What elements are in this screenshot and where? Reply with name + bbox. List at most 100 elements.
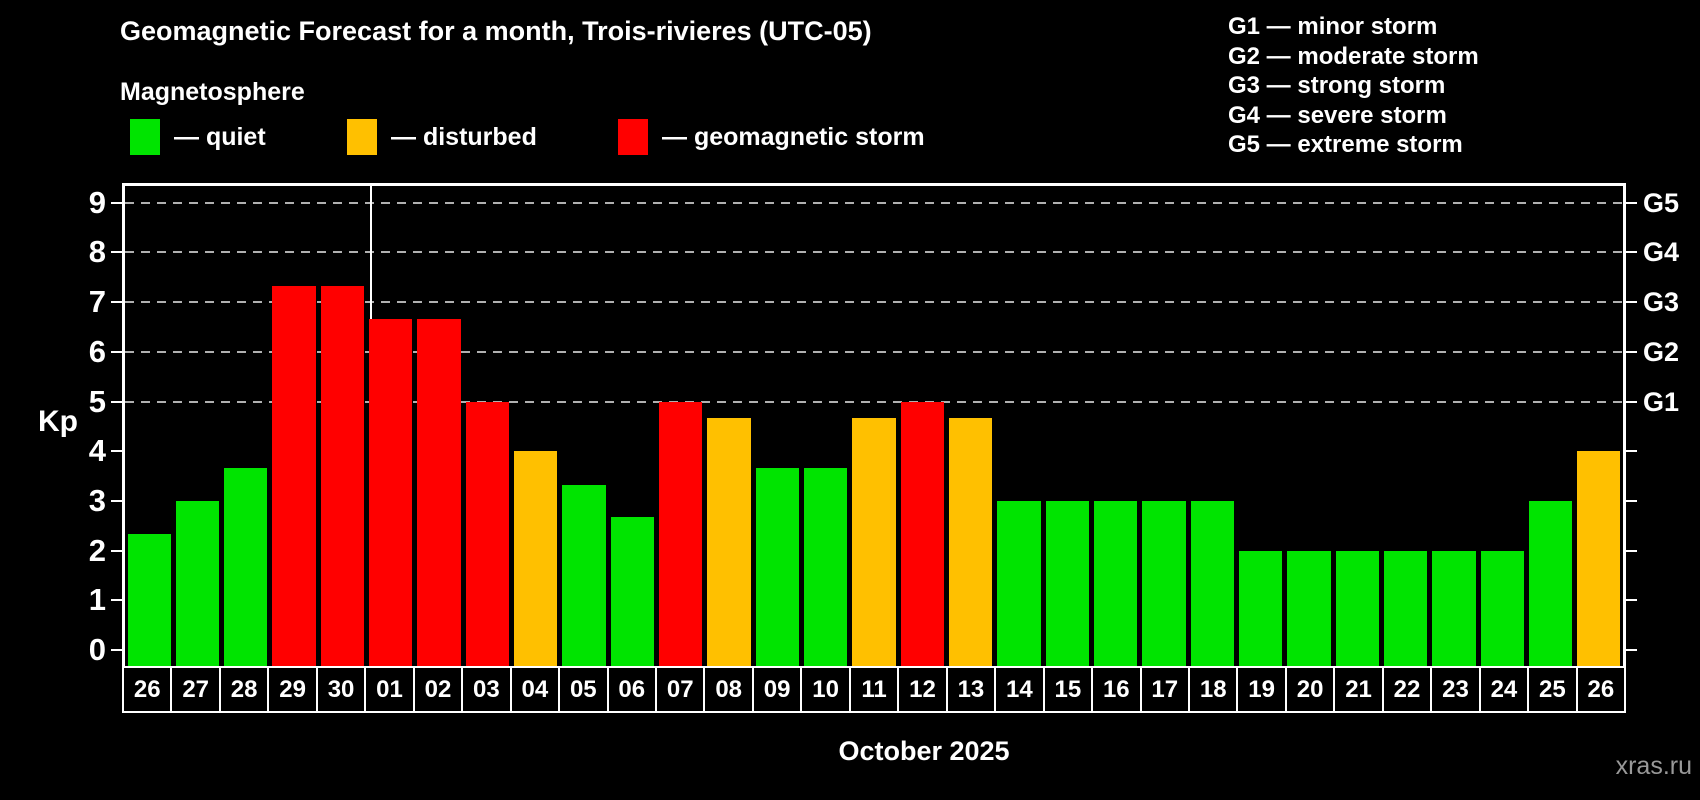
right-axis-tick bbox=[1626, 450, 1637, 453]
legend-label-quiet: — quiet bbox=[174, 122, 266, 151]
day-label-cell: 25 bbox=[1529, 668, 1578, 711]
day-label-cell: 07 bbox=[657, 668, 706, 711]
day-label-cell: 14 bbox=[996, 668, 1045, 711]
y-tick-label: 4 bbox=[88, 433, 106, 469]
gridline bbox=[125, 301, 1623, 304]
bar-day-13 bbox=[948, 417, 993, 666]
g-level-label-g4: G4 bbox=[1643, 237, 1680, 268]
y-tick-label: 6 bbox=[88, 333, 106, 369]
day-label-cell: 26 bbox=[1587, 676, 1615, 703]
day-label-cell: 24 bbox=[1481, 668, 1530, 711]
bar-day-27 bbox=[175, 500, 220, 666]
bar-day-05 bbox=[562, 484, 606, 666]
bar-day-03 bbox=[465, 401, 510, 666]
y-axis-tick bbox=[111, 400, 122, 403]
y-axis-tick bbox=[111, 450, 122, 453]
plot-inner bbox=[125, 186, 1623, 666]
day-label-cell: 08 bbox=[705, 668, 754, 711]
y-tick-label: 1 bbox=[88, 582, 106, 618]
g-scale-legend-item: G4 — severe storm bbox=[1228, 101, 1447, 129]
page-title: Geomagnetic Forecast for a month, Trois-… bbox=[120, 16, 872, 46]
quiet-color-swatch bbox=[130, 119, 160, 155]
right-axis-tick bbox=[1626, 649, 1637, 651]
legend-item-storm: — geomagnetic storm bbox=[618, 118, 925, 156]
day-label-cell: 15 bbox=[1045, 668, 1094, 711]
day-label-cell: 05 bbox=[560, 668, 609, 711]
bar-day-23 bbox=[1432, 550, 1476, 666]
bar-day-30 bbox=[320, 285, 365, 666]
y-tick-label: 5 bbox=[88, 383, 106, 419]
bar-day-26 bbox=[127, 534, 171, 666]
gridline bbox=[125, 201, 1623, 204]
right-axis: G1 G2 G3 G4 G5 bbox=[1626, 183, 1700, 673]
g-scale-legend-item: G3 — strong storm bbox=[1228, 72, 1446, 99]
g-level-label-g2: G2 bbox=[1643, 336, 1680, 367]
bar-day-28 bbox=[224, 467, 268, 666]
bar-day-09 bbox=[755, 467, 799, 666]
y-tick-label: 3 bbox=[88, 482, 106, 518]
y-axis-tick bbox=[111, 599, 122, 602]
y-axis-tick bbox=[111, 499, 122, 502]
chart-subtitle: Magnetosphere bbox=[120, 78, 305, 106]
g-level-label-g1: G1 bbox=[1643, 386, 1680, 417]
bar-day-04 bbox=[514, 451, 558, 666]
legend-item-disturbed: — disturbed bbox=[347, 118, 537, 156]
day-label-cell: 10 bbox=[802, 668, 851, 711]
bar-day-12 bbox=[900, 401, 944, 666]
day-label-cell: 09 bbox=[754, 668, 803, 711]
bar-day-10 bbox=[804, 467, 848, 666]
storm-color-swatch bbox=[618, 119, 648, 155]
plot-area bbox=[122, 183, 1626, 666]
y-axis-tick bbox=[111, 201, 122, 204]
y-axis-tick bbox=[111, 251, 122, 254]
day-label-cell: 06 bbox=[609, 668, 657, 711]
y-axis-title: Kp bbox=[38, 405, 78, 438]
g-scale-legend-item: G5 — extreme storm bbox=[1228, 131, 1463, 158]
y-tick-label: 8 bbox=[88, 234, 106, 270]
day-label-cell: 19 bbox=[1238, 668, 1287, 711]
day-label-cell: 30 bbox=[318, 668, 367, 711]
g-scale-legend-item: G2 — moderate storm bbox=[1228, 42, 1479, 70]
y-axis-tick bbox=[111, 301, 122, 304]
bar-day-14 bbox=[997, 500, 1041, 666]
day-label-cell: 23 bbox=[1432, 668, 1481, 711]
right-axis-tick bbox=[1626, 549, 1637, 552]
right-axis-tick bbox=[1626, 201, 1637, 204]
legend-label-storm: — geomagnetic storm bbox=[662, 122, 925, 151]
y-tick-label: 7 bbox=[88, 284, 106, 320]
right-axis-tick bbox=[1626, 499, 1637, 502]
bar-day-07 bbox=[659, 401, 703, 666]
y-axis-tick bbox=[111, 350, 122, 353]
y-tick-label: 2 bbox=[88, 532, 106, 568]
bar-day-17 bbox=[1142, 500, 1186, 666]
day-label-cell: 11 bbox=[851, 668, 900, 711]
gridline bbox=[125, 251, 1623, 254]
bar-day-01 bbox=[369, 318, 413, 666]
bar-day-25 bbox=[1528, 500, 1573, 666]
disturbed-color-swatch bbox=[347, 119, 377, 155]
day-label-cell: 27 bbox=[172, 668, 221, 711]
bar-day-26 bbox=[1577, 451, 1621, 666]
bar-day-21 bbox=[1335, 550, 1379, 666]
gridline bbox=[125, 350, 1623, 353]
day-label-cell: 20 bbox=[1287, 668, 1336, 711]
x-axis-caption: October 2025 bbox=[838, 736, 1010, 766]
y-tick-label: 9 bbox=[88, 184, 106, 220]
day-label-cell: 18 bbox=[1190, 668, 1239, 711]
day-label-cell: 29 bbox=[269, 668, 318, 711]
bar-day-29 bbox=[272, 285, 316, 666]
y-tick-label: 0 bbox=[88, 632, 106, 667]
gridline bbox=[125, 400, 1623, 403]
legend-item-quiet: — quiet bbox=[130, 118, 266, 156]
legend-label-disturbed: — disturbed bbox=[391, 122, 537, 151]
right-axis-tick bbox=[1626, 350, 1637, 353]
watermark: xras.ru bbox=[1615, 752, 1692, 780]
bar-day-19 bbox=[1238, 550, 1283, 666]
g-scale-legend: G1 — minor storm G2 — moderate storm G3 — … bbox=[1228, 12, 1479, 160]
day-label-cell: 16 bbox=[1093, 668, 1142, 711]
g-scale-legend-item: G1 — minor storm bbox=[1228, 13, 1438, 40]
day-label-cell: 02 bbox=[415, 668, 464, 711]
bar-day-08 bbox=[707, 417, 751, 666]
bar-day-02 bbox=[417, 318, 461, 666]
